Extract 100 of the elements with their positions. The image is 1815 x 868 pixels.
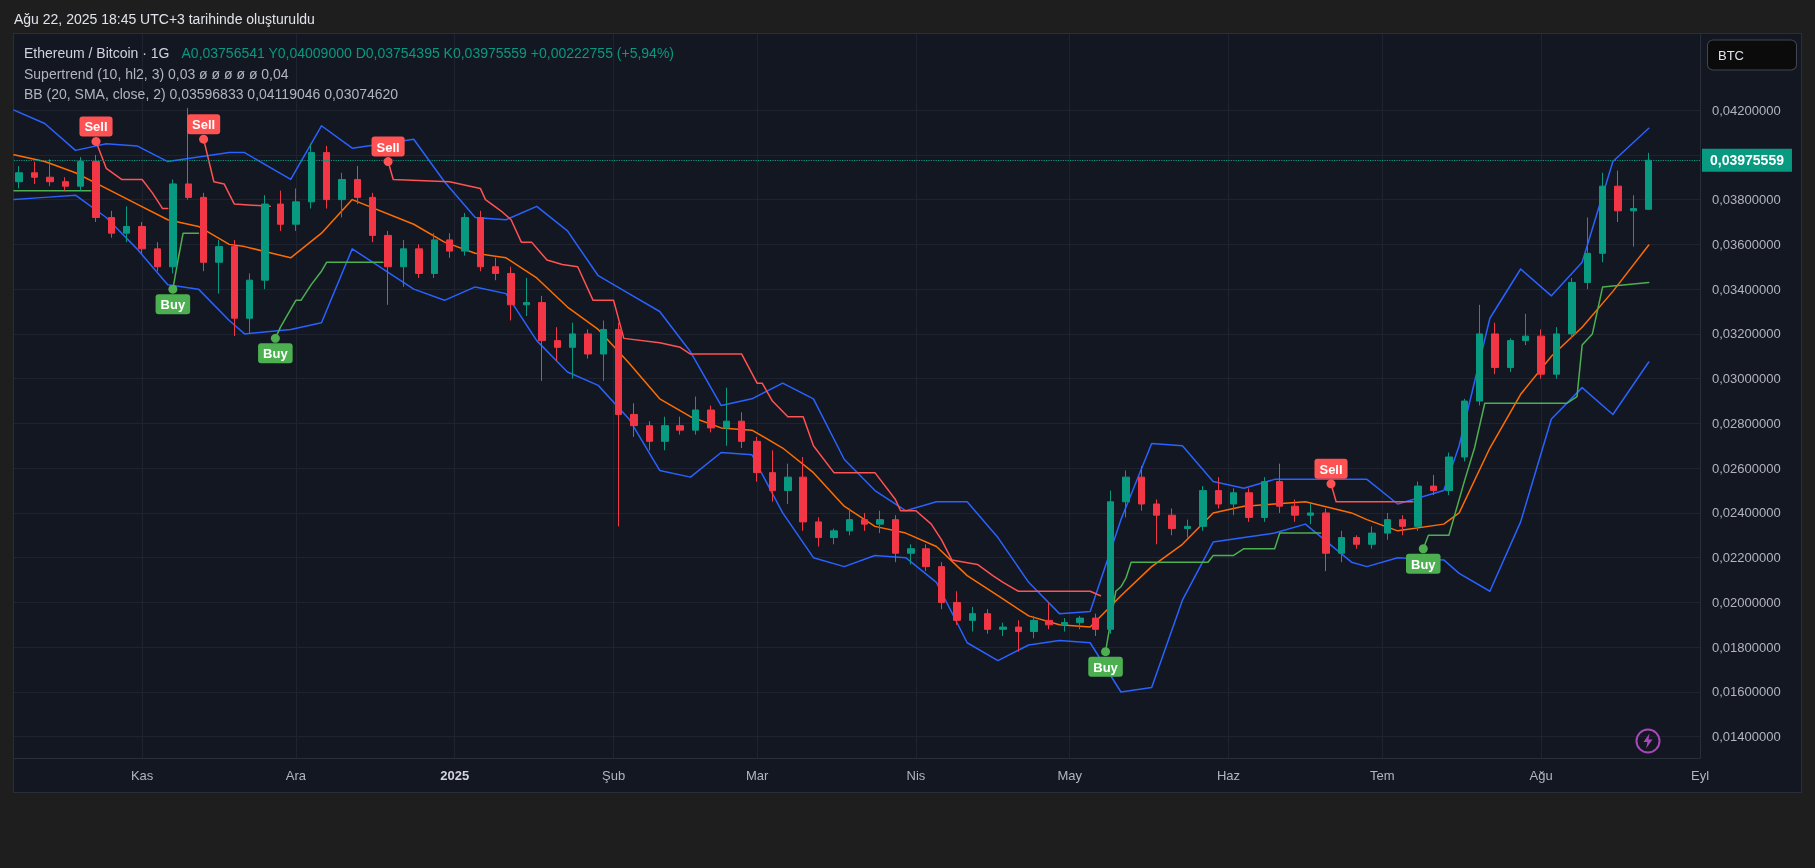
candlestick (277, 190, 284, 232)
candlestick (876, 510, 884, 534)
y-tick-label: 0,02400000 (1712, 505, 1781, 521)
annotation: BB (20, SMA, close, 2) 0,03596833 0,04119046 0,03074620 (24, 86, 399, 102)
candlestick (953, 590, 961, 626)
text: Ağu 22, 2025 18:45 UTC+3 tarihinde oluşturuldu (14, 11, 315, 27)
y-axis-title: BTC (1718, 47, 1744, 63)
annotation: Sell (84, 119, 108, 135)
candlestick (477, 210, 484, 272)
candlestick (1030, 615, 1038, 639)
candlestick (1092, 613, 1099, 637)
candlestick (723, 387, 730, 447)
y-tick-label: 0,01800000 (1712, 639, 1781, 655)
candlestick (753, 436, 761, 483)
candlestick (415, 243, 423, 279)
candlestick (1461, 398, 1468, 462)
point (1418, 544, 1428, 554)
point (199, 134, 209, 144)
y-tick-label: 0,02000000 (1712, 594, 1781, 610)
candlestick (1045, 601, 1053, 630)
text: A0,03756541 Y0,04009000 D0,03754395 K0,03975559 +0,00222755 (+5,94%) (181, 45, 675, 61)
candlestick (400, 239, 407, 288)
candlestick (1568, 277, 1576, 339)
candlestick (384, 230, 392, 306)
candlestick (354, 165, 361, 205)
candlestick (1184, 519, 1191, 539)
candlestick (46, 158, 54, 187)
candlestick (1215, 476, 1222, 509)
x-tick-label: Mar (745, 768, 769, 783)
candlestick (215, 239, 223, 295)
x-tick-label: Eyl (1690, 768, 1710, 783)
annotation: Sell (1319, 461, 1343, 477)
candlestick (1368, 525, 1376, 550)
candlestick (92, 154, 100, 223)
candlestick (646, 420, 653, 451)
annotation: Buy (263, 346, 289, 362)
candlestick (1445, 452, 1453, 496)
candlestick (1384, 512, 1391, 541)
candlestick (1307, 503, 1314, 525)
point (1101, 647, 1111, 657)
candlestick (369, 192, 376, 243)
candlestick (154, 241, 161, 272)
point (168, 284, 178, 294)
candlestick (615, 322, 622, 527)
candlestick (1614, 170, 1622, 223)
candlestick (984, 608, 991, 635)
candlestick (922, 543, 930, 572)
candlestick (1507, 337, 1514, 373)
candlestick (461, 212, 469, 257)
candlestick (630, 402, 638, 438)
candlestick (1599, 172, 1606, 263)
candlestick (15, 165, 23, 189)
candlestick (830, 528, 838, 545)
candlestick (784, 463, 792, 505)
candlestick (1584, 217, 1591, 290)
candlestick (999, 622, 1007, 637)
y-tick-label: 0,02200000 (1712, 550, 1781, 566)
candlestick (1245, 487, 1253, 523)
candlestick (1338, 530, 1345, 563)
candlestick (492, 257, 499, 281)
candlestick (815, 516, 822, 548)
candlestick (1414, 481, 1422, 532)
x-tick-label: Ağu (1529, 768, 1553, 783)
candlestick (584, 328, 592, 360)
point (1326, 479, 1336, 489)
y-tick-label: 0,03600000 (1712, 236, 1781, 252)
candlestick (1522, 313, 1529, 346)
candlestick (62, 176, 69, 192)
y-tick-label: 0,04200000 (1712, 102, 1781, 118)
candlestick (169, 178, 177, 274)
y-tick-label: 0,03000000 (1712, 371, 1781, 387)
candlestick (1261, 476, 1268, 523)
candlestick (969, 606, 976, 633)
candlestick (1430, 474, 1437, 496)
candlestick (431, 232, 438, 279)
candlestick (738, 411, 745, 449)
point (91, 136, 101, 146)
candlestick (1322, 507, 1330, 572)
candlestick (1353, 534, 1360, 550)
candlestick (138, 221, 146, 254)
candlestick (907, 543, 915, 565)
x-tick-label: Şub (602, 768, 626, 783)
y-tick-label: 0,03400000 (1712, 281, 1781, 297)
candlestick (1399, 514, 1406, 536)
candlestick (1061, 617, 1068, 633)
annotation: Buy (160, 297, 186, 313)
candlestick (554, 326, 561, 362)
candlestick (446, 232, 453, 259)
candlestick (31, 161, 38, 185)
candlestick (861, 512, 868, 532)
candlestick (892, 514, 899, 563)
candlestick (769, 449, 776, 503)
candlestick (1015, 619, 1022, 653)
candlestick (676, 416, 684, 436)
candlestick (569, 322, 576, 380)
x-tick-label: Nis (906, 768, 926, 783)
candlestick (1138, 465, 1145, 512)
x-tick-label: Kas (130, 768, 154, 783)
candlestick (338, 172, 346, 219)
annotation: Sell (376, 139, 400, 155)
